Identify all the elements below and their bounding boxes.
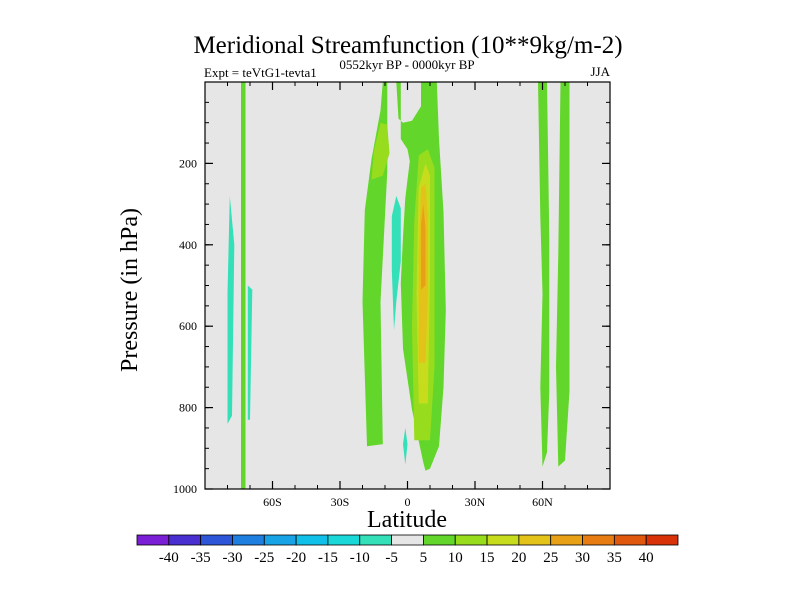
colorbar-label: -10	[350, 550, 370, 566]
colorbar-swatch	[359, 534, 392, 546]
colorbar: -40 -35 -30 -25 -20 -15 -10 -5 5 10 15 20 25 30 35 40	[136, 534, 679, 566]
contour-region	[556, 82, 570, 467]
colorbar-label: -35	[191, 550, 211, 566]
time-range-label: 0552kyr BP - 0000kyr BP	[339, 57, 474, 72]
contour-region	[403, 427, 408, 465]
colorbar-label: -15	[318, 550, 338, 566]
x-axis-label: Latitude	[367, 507, 447, 533]
colorbar-swatch	[518, 534, 552, 546]
colorbar-label: 20	[511, 550, 526, 566]
y-tick-label: 800	[179, 401, 197, 415]
contour-region	[371, 122, 390, 180]
y-tick-label: 1000	[173, 482, 197, 496]
colorbar-swatch	[232, 534, 265, 546]
x-tick-label: 30N	[465, 495, 486, 509]
contour-region	[538, 82, 550, 467]
contour-region	[227, 196, 235, 424]
colorbar-label: 5	[420, 550, 428, 566]
colorbar-swatch	[423, 534, 456, 546]
colorbar-swatch	[645, 534, 679, 546]
experiment-label: Expt = teVtG1-tevta1	[204, 65, 317, 80]
y-tick-label: 400	[179, 238, 197, 252]
colorbar-label: 25	[543, 550, 558, 566]
x-tick-label: 60N	[532, 495, 553, 509]
colorbar-swatch	[486, 534, 520, 546]
contour-region	[421, 204, 426, 290]
colorbar-swatch	[391, 534, 424, 546]
colorbar-swatch	[295, 534, 329, 546]
colorbar-swatch	[168, 534, 202, 546]
colorbar-label: -30	[222, 550, 242, 566]
colorbar-swatch	[582, 534, 615, 546]
colorbar-label: 10	[448, 550, 463, 566]
x-tick-label: 60S	[263, 495, 282, 509]
colorbar-swatch	[454, 534, 488, 546]
colorbar-swatch	[550, 534, 583, 546]
colorbar-swatch	[136, 534, 170, 546]
contour-region	[391, 196, 401, 331]
y-axis-label: Pressure (in hPa)	[117, 208, 143, 372]
x-tick-label: 30S	[331, 495, 350, 509]
plot-area: 60S 30S 0 30N 60N 200 400 600 800 1000	[173, 81, 611, 509]
contour-region	[247, 285, 253, 420]
colorbar-swatch	[327, 534, 361, 546]
colorbar-label: -25	[254, 550, 274, 566]
colorbar-swatch	[613, 534, 647, 546]
colorbar-label: 35	[607, 550, 622, 566]
colorbar-swatch	[263, 534, 297, 546]
colorbar-swatch	[200, 534, 233, 546]
colorbar-label: -5	[385, 550, 398, 566]
x-tick-label: 0	[405, 495, 411, 509]
colorbar-label: -20	[286, 550, 306, 566]
y-tick-label: 200	[179, 156, 197, 170]
chart-title: Meridional Streamfunction (10**9kg/m-2)	[193, 32, 622, 59]
season-label: JJA	[590, 64, 610, 79]
colorbar-label: 15	[480, 550, 495, 566]
colorbar-label: -40	[159, 550, 179, 566]
contour-region	[241, 82, 246, 489]
y-tick-label: 600	[179, 319, 197, 333]
colorbar-label: 30	[575, 550, 590, 566]
colorbar-label: 40	[639, 550, 654, 566]
